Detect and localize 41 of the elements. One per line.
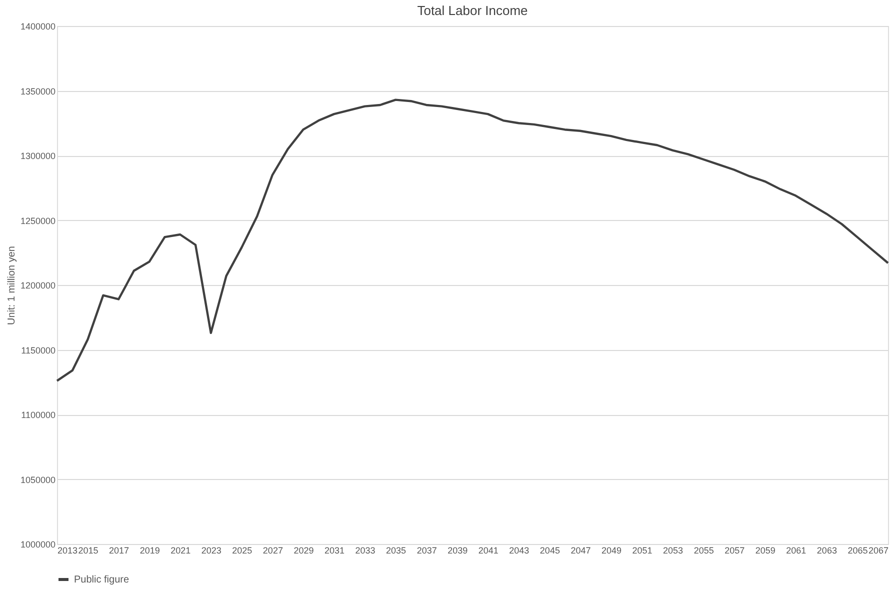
y-tick-label: 1400000 (20, 22, 56, 32)
x-tick-label: 2029 (294, 546, 314, 556)
y-tick-label: 1350000 (20, 86, 56, 96)
x-tick-label: 2067 (868, 546, 888, 556)
x-tick-label: 2037 (416, 546, 437, 556)
legend-label: Public figure (74, 574, 130, 586)
x-tick-label: 2065 (848, 546, 868, 556)
x-tick-label: 2051 (632, 546, 652, 556)
x-tick-label: 2055 (694, 546, 714, 556)
x-tick-label: 2063 (816, 546, 837, 556)
x-tick-label: 2047 (570, 546, 591, 556)
x-tick-label: 2031 (324, 546, 345, 556)
x-tick-label: 2049 (601, 546, 622, 556)
x-tick-label: 2021 (170, 546, 191, 556)
x-tick-label: 2013 (58, 546, 78, 556)
x-tick-label: 2015 (78, 546, 98, 556)
line-series (56, 98, 890, 382)
x-tick-label: 2059 (755, 546, 776, 556)
x-tick-label: 2033 (355, 546, 376, 556)
chart-title: Total Labor Income (417, 3, 528, 18)
y-tick-label: 1300000 (20, 151, 56, 161)
x-tick-label: 2045 (540, 546, 560, 556)
y-axis-title: Unit: 1 million yen (6, 246, 18, 325)
x-tick-label: 2019 (140, 546, 160, 556)
y-tick-label: 1100000 (21, 410, 56, 420)
x-tick-label: 2027 (262, 546, 283, 556)
x-tick-label: 2041 (478, 546, 498, 556)
x-tick-label: 2053 (663, 546, 684, 556)
y-tick-label: 1050000 (20, 474, 56, 485)
x-tick-label: 2043 (509, 546, 530, 556)
y-tick-label: 1250000 (20, 216, 56, 226)
x-tick-label: 2025 (232, 546, 252, 556)
x-tick-label: 2061 (786, 546, 806, 556)
x-tick-label: 2039 (448, 546, 468, 556)
x-tick-label: 2035 (386, 546, 406, 556)
x-tick-label: 2057 (724, 546, 745, 556)
y-tick-label: 1150000 (21, 345, 56, 356)
x-tick-label: 2023 (201, 546, 222, 556)
y-tick-label: 1000000 (20, 540, 56, 550)
y-tick-label: 1200000 (20, 280, 56, 290)
x-tick-label: 2017 (109, 546, 130, 556)
